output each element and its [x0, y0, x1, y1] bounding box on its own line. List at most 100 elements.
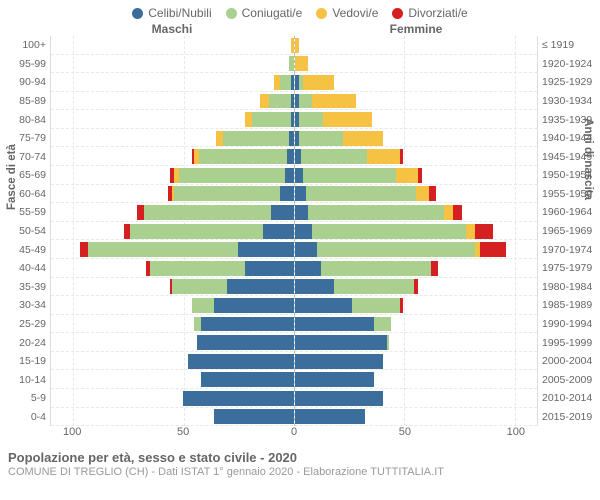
female-half [294, 240, 538, 259]
male-half [51, 110, 294, 129]
bar-segment [183, 391, 293, 406]
bar-segment [245, 261, 294, 276]
bar-segment [174, 186, 280, 201]
birth-label: 1930-1934 [542, 92, 600, 111]
bar-segment [321, 261, 431, 276]
x-tick: 50 [177, 426, 189, 438]
female-half [294, 352, 538, 371]
pyramid-row [51, 55, 537, 74]
bar-segment [245, 112, 252, 127]
legend: Celibi/Nubili Coniugati/e Vedovi/e Divor… [0, 0, 600, 22]
bar-segment [201, 317, 294, 332]
bar-segment [475, 224, 493, 239]
age-label: 60-64 [0, 185, 46, 204]
bar-segment [374, 317, 392, 332]
footer-title: Popolazione per età, sesso e stato civil… [8, 450, 592, 465]
male-half [51, 222, 294, 241]
bar-segment [416, 186, 429, 201]
male-half [51, 203, 294, 222]
bar-segment [453, 205, 462, 220]
bar-segment [429, 186, 436, 201]
birth-label: 1945-1949 [542, 147, 600, 166]
legend-item-vedovi: Vedovi/e [316, 6, 378, 20]
bar-segment [303, 168, 396, 183]
birth-label: 1955-1959 [542, 185, 600, 204]
bar-segment [285, 168, 294, 183]
female-half [294, 203, 538, 222]
legend-swatch [316, 8, 327, 19]
pyramid-row [51, 370, 537, 389]
legend-swatch [132, 8, 143, 19]
pyramid-row [51, 352, 537, 371]
pyramid-row [51, 73, 537, 92]
bar-segment [299, 94, 312, 109]
birth-label: 1940-1944 [542, 129, 600, 148]
female-half [294, 92, 538, 111]
bar-segment [295, 224, 313, 239]
birth-label: 1975-1979 [542, 259, 600, 278]
female-half [294, 36, 538, 55]
bar-segment [269, 94, 291, 109]
bar-segment [214, 298, 293, 313]
bar-segment [295, 242, 317, 257]
female-half [294, 147, 538, 166]
female-header: Femmine [294, 22, 538, 36]
male-half [51, 185, 294, 204]
birth-labels: ≤ 19191920-19241925-19291930-19341935-19… [538, 36, 600, 426]
bar-segment [400, 298, 402, 313]
bar-segment [295, 298, 352, 313]
male-half [51, 278, 294, 297]
bar-segment [312, 224, 466, 239]
age-label: 40-44 [0, 259, 46, 278]
legend-label: Divorziati/e [408, 6, 467, 20]
male-half [51, 296, 294, 315]
age-label: 75-79 [0, 129, 46, 148]
pyramid-row [51, 315, 537, 334]
bar-segment [299, 112, 323, 127]
age-label: 25-29 [0, 315, 46, 334]
birth-label: 1970-1974 [542, 240, 600, 259]
pyramid-row [51, 389, 537, 408]
bar-segment [252, 112, 292, 127]
legend-label: Coniugati/e [242, 6, 303, 20]
bar-segment [274, 75, 281, 90]
female-half [294, 408, 538, 427]
bar-segment [238, 242, 293, 257]
age-label: 15-19 [0, 352, 46, 371]
bar-segment [301, 149, 367, 164]
male-half [51, 352, 294, 371]
female-half [294, 278, 538, 297]
female-half [294, 110, 538, 129]
male-half [51, 92, 294, 111]
age-label: 100+ [0, 36, 46, 55]
bar-segment [295, 38, 299, 53]
female-half [294, 129, 538, 148]
bar-segment [124, 224, 131, 239]
age-label: 35-39 [0, 278, 46, 297]
birth-label: 2010-2014 [542, 389, 600, 408]
bar-segment [466, 224, 475, 239]
legend-item-coniugati: Coniugati/e [226, 6, 303, 20]
x-tick: 100 [63, 426, 81, 438]
bar-segment [192, 298, 214, 313]
bar-segment [263, 224, 294, 239]
chart-footer: Popolazione per età, sesso e stato civil… [0, 446, 600, 478]
bar-segment [188, 354, 294, 369]
female-half [294, 389, 538, 408]
female-half [294, 296, 538, 315]
pyramid-row [51, 259, 537, 278]
bar-segment [280, 75, 291, 90]
age-label: 45-49 [0, 240, 46, 259]
bar-segment [303, 75, 334, 90]
bar-segment [150, 261, 245, 276]
pyramid-row [51, 278, 537, 297]
pyramid-row [51, 36, 537, 55]
age-label: 55-59 [0, 203, 46, 222]
pyramid-row [51, 333, 537, 352]
legend-item-divorziati: Divorziati/e [392, 6, 467, 20]
female-half [294, 259, 538, 278]
age-label: 10-14 [0, 370, 46, 389]
birth-label: 1965-1969 [542, 222, 600, 241]
male-half [51, 370, 294, 389]
age-label: 90-94 [0, 73, 46, 92]
